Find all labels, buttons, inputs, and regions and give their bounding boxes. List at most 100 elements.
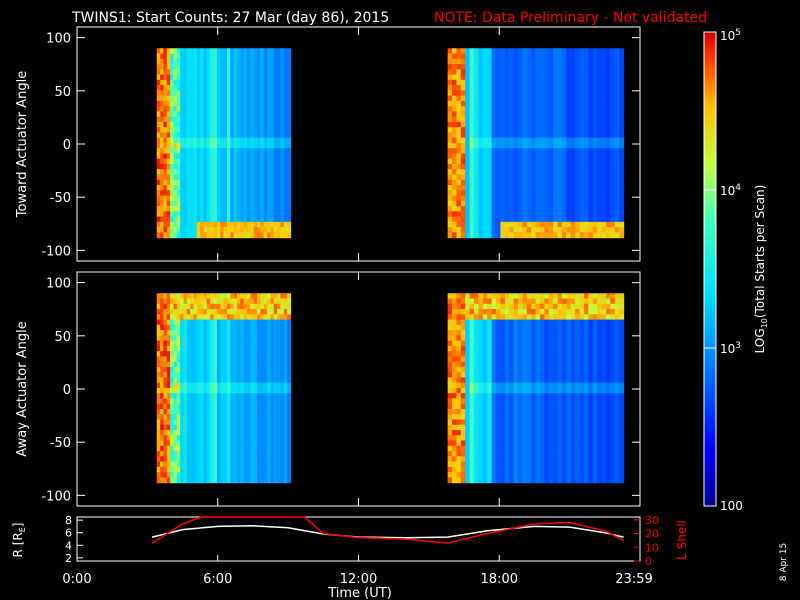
heatmap-cell xyxy=(253,85,258,91)
heatmap-cell xyxy=(597,95,603,102)
heatmap-cell xyxy=(460,64,466,70)
heatmap-cell xyxy=(513,190,519,197)
heatmap-cell xyxy=(263,303,268,310)
heatmap-cell xyxy=(196,169,201,176)
heatmap-cell xyxy=(257,163,261,170)
heatmap-cell xyxy=(465,387,471,394)
heatmap-cell xyxy=(277,116,282,123)
heatmap-cell xyxy=(196,466,201,473)
heatmap-cell xyxy=(230,69,235,76)
heatmap-cell xyxy=(277,330,282,336)
heatmap-cell xyxy=(478,435,484,442)
heatmap-cell xyxy=(236,451,241,457)
heatmap-cell xyxy=(491,206,497,212)
heatmap-cell xyxy=(206,419,211,426)
heatmap-cell xyxy=(190,319,195,326)
heatmap-cell xyxy=(474,293,480,300)
heatmap-cell xyxy=(548,232,554,239)
heatmap-cell xyxy=(456,174,462,181)
heatmap-cell xyxy=(173,90,178,97)
heatmap-cell xyxy=(273,445,278,452)
heatmap-cell xyxy=(190,377,195,384)
heatmap-cell xyxy=(220,298,225,305)
heatmap-cell xyxy=(469,227,475,233)
heatmap-cell xyxy=(575,132,581,139)
heatmap-cell xyxy=(263,142,268,149)
heatmap-cell xyxy=(220,64,225,70)
heatmap-cell xyxy=(223,314,228,321)
heatmap-cell xyxy=(474,456,480,463)
heatmap-cell xyxy=(597,53,603,60)
heatmap-cell xyxy=(487,148,493,155)
heatmap-cell xyxy=(447,163,453,170)
heatmap-cell xyxy=(176,456,181,463)
heatmap-cell xyxy=(277,221,282,228)
heatmap-cell xyxy=(200,451,205,457)
heatmap-cell xyxy=(474,95,480,102)
heatmap-cell xyxy=(257,58,261,65)
heatmap-cell xyxy=(504,382,510,389)
heatmap-cell xyxy=(257,174,261,181)
heatmap-cell xyxy=(452,456,458,463)
heatmap-cell xyxy=(452,169,458,176)
heatmap-cell xyxy=(456,393,462,400)
heatmap-cell xyxy=(452,95,458,102)
heatmap-cell xyxy=(601,90,607,97)
heatmap-cell xyxy=(277,461,282,468)
heatmap-cell xyxy=(230,221,235,228)
heatmap-cell xyxy=(566,221,572,228)
heatmap-cell xyxy=(223,74,228,81)
heatmap-cell xyxy=(213,477,218,484)
heatmap-cell xyxy=(220,393,225,400)
heatmap-cell xyxy=(553,58,559,65)
heatmap-cell xyxy=(280,58,285,65)
heatmap-cell xyxy=(273,90,278,97)
heatmap-cell xyxy=(531,95,537,102)
heatmap-cell xyxy=(220,74,225,81)
heatmap-cell xyxy=(456,190,462,197)
heatmap-cell xyxy=(619,153,625,160)
heatmap-cell xyxy=(180,58,185,65)
heatmap-cell xyxy=(583,227,589,233)
heatmap-cell xyxy=(210,466,215,473)
heatmap-cell xyxy=(173,351,178,357)
heatmap-cell xyxy=(270,53,275,60)
heatmap-cell xyxy=(216,393,221,400)
heatmap-cell xyxy=(196,48,201,55)
heatmap-cell xyxy=(200,100,205,107)
heatmap-cell xyxy=(253,179,258,186)
heatmap-cell xyxy=(287,424,292,431)
heatmap-cell xyxy=(570,48,576,55)
heatmap-cell xyxy=(156,424,161,431)
heatmap-cell xyxy=(223,90,228,97)
heatmap-cell xyxy=(230,163,235,170)
heatmap-cell xyxy=(280,216,285,223)
heatmap-cell xyxy=(257,169,261,176)
heatmap-cell xyxy=(513,414,519,421)
heatmap-cell xyxy=(460,69,466,76)
heatmap-cell xyxy=(213,387,218,394)
heatmap-cell xyxy=(186,116,191,123)
heatmap-cell xyxy=(163,190,168,197)
heatmap-cell xyxy=(610,153,616,160)
heatmap-cell xyxy=(283,74,288,81)
heatmap-cell xyxy=(280,309,285,315)
heatmap-cell xyxy=(474,227,480,233)
heatmap-cell xyxy=(160,456,165,463)
heatmap-cell xyxy=(160,356,165,363)
heatmap-cell xyxy=(544,227,550,233)
heatmap-cell xyxy=(240,466,245,473)
heatmap-cell xyxy=(513,461,519,468)
heatmap-cell xyxy=(579,106,585,112)
heatmap-cell xyxy=(240,216,245,223)
heatmap-cell xyxy=(263,216,268,223)
heatmap-cell xyxy=(240,330,245,336)
heatmap-cell xyxy=(283,309,288,315)
heatmap-cell xyxy=(193,79,198,86)
heatmap-cell xyxy=(482,445,488,452)
heatmap-cell xyxy=(166,398,171,405)
heatmap-cell xyxy=(240,58,245,65)
heatmap-cell xyxy=(270,185,275,191)
heatmap-cell xyxy=(253,106,258,112)
